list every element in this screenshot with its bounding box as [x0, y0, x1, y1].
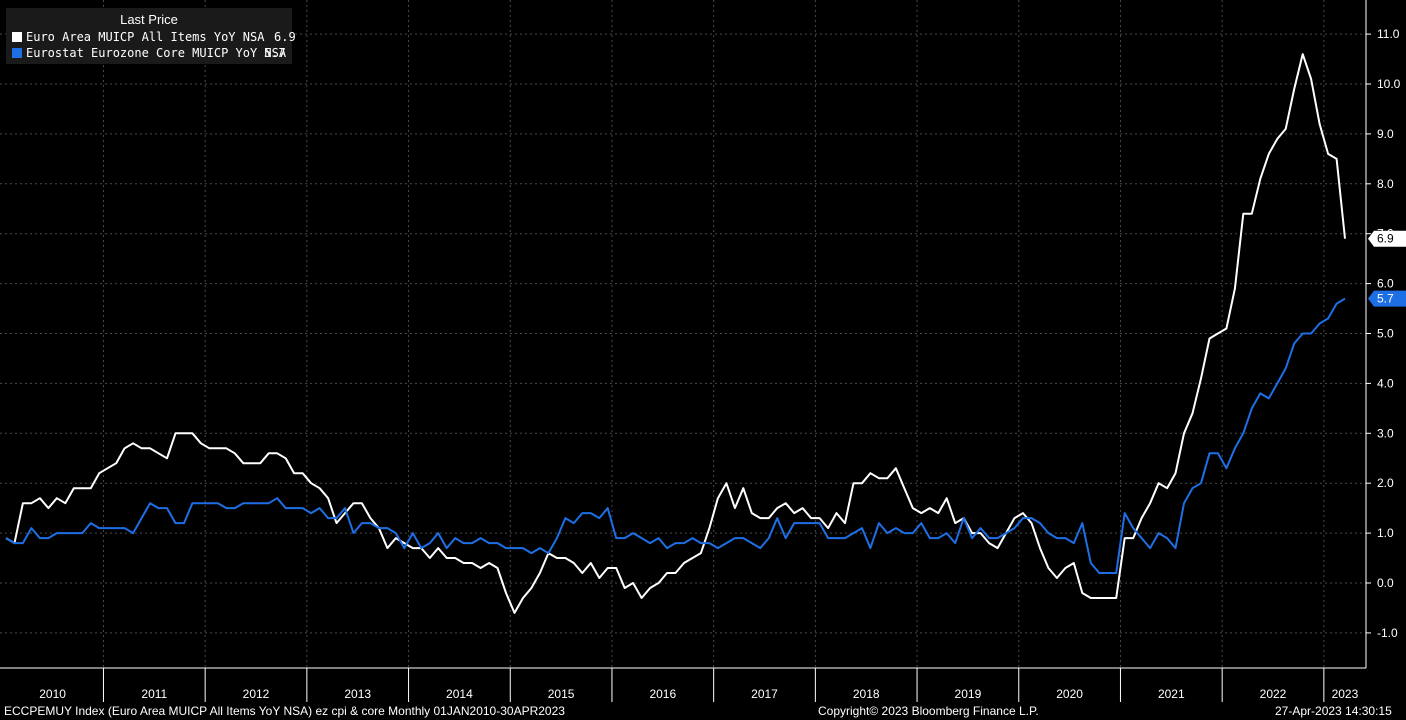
last-label-core: 5.7 [1368, 290, 1406, 307]
legend-swatch-core [12, 48, 22, 58]
y-tick-label: 5.0 [1377, 327, 1394, 341]
y-tick-label: 9.0 [1377, 127, 1394, 141]
last-label-headline: 6.9 [1368, 230, 1406, 247]
x-tick-label: 2017 [751, 687, 778, 701]
y-tick-label: 11.0 [1377, 27, 1400, 41]
legend-value-headline: 6.9 [274, 30, 296, 44]
y-tick-label: -1.0 [1377, 626, 1398, 640]
gridlines [0, 0, 1366, 668]
legend-label-core: Eurostat Eurozone Core MUICP YoY NSA [26, 46, 287, 60]
footer-description: ECCPEMUY Index (Euro Area MUICP All Item… [4, 704, 565, 718]
y-tick-label: 1.0 [1377, 526, 1394, 540]
legend-title: Last Price [120, 12, 178, 27]
footer-copyright: Copyright© 2023 Bloomberg Finance L.P. [818, 704, 1039, 718]
legend-value-core: 5.7 [264, 46, 286, 60]
y-tick-label: 10.0 [1377, 77, 1401, 91]
x-axis: 2010 2011 2012 2013 2014 2015 2016 2017 2018 2019… [39, 668, 1359, 702]
legend-item-core: Eurostat Eurozone Core MUICP YoY NSA 5.7 [12, 46, 286, 60]
y-tick-label: 3.0 [1377, 426, 1394, 440]
x-tick-label: 2020 [1056, 687, 1083, 701]
x-tick-label: 2012 [243, 687, 270, 701]
x-tick-label: 2022 [1260, 687, 1287, 701]
last-label-text-headline: 6.9 [1377, 232, 1394, 246]
x-tick-label: 2010 [39, 687, 66, 701]
series-line-headline [5, 53, 1346, 614]
legend-swatch-headline [12, 32, 22, 42]
last-price-labels: 6.9 5.7 [1368, 230, 1406, 307]
x-tick-label: 2019 [955, 687, 982, 701]
x-tick-label: 2015 [548, 687, 575, 701]
y-tick-label: 4.0 [1377, 376, 1394, 390]
legend-label-headline: Euro Area MUICP All Items YoY NSA [26, 30, 265, 44]
y-tick-label: 6.0 [1377, 277, 1394, 291]
x-tick-label: 2016 [649, 687, 676, 701]
y-tick-label: 0.0 [1377, 576, 1394, 590]
series-line-core [5, 297, 1346, 574]
x-tick-label: 2013 [344, 687, 371, 701]
last-label-bg-headline [1368, 230, 1406, 247]
legend-item-headline: Euro Area MUICP All Items YoY NSA 6.9 [12, 30, 296, 44]
x-tick-label: 2011 [141, 687, 167, 701]
footer-timestamp: 27-Apr-2023 14:30:15 [1275, 704, 1392, 718]
series-lines [5, 53, 1346, 614]
legend: Last Price Euro Area MUICP All Items YoY… [6, 8, 296, 64]
x-tick-label: 2014 [446, 687, 473, 701]
last-label-text-core: 5.7 [1377, 292, 1394, 306]
y-axis-ticks: 11.010.09.08.07.06.05.04.03.02.01.00.0-1… [1366, 27, 1401, 640]
x-tick-label: 2023 [1332, 687, 1359, 701]
x-tick-label: 2021 [1158, 687, 1185, 701]
last-label-bg-core [1368, 290, 1406, 307]
y-tick-label: 8.0 [1377, 177, 1394, 191]
x-tick-label: 2018 [853, 687, 880, 701]
y-tick-label: 2.0 [1377, 476, 1394, 490]
